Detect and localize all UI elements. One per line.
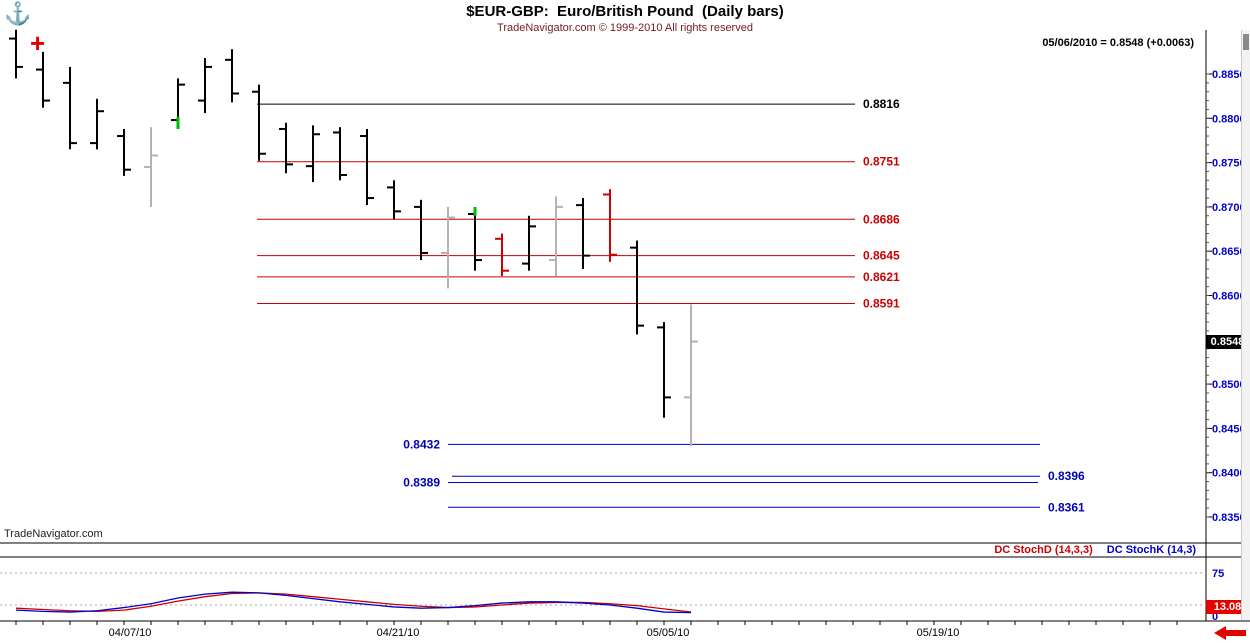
stoch-value-badge: 13.08 [1206, 600, 1249, 614]
sr-line-label: 0.8751 [863, 155, 900, 169]
indicator-legend: DC StochD (14,3,3) DC StochK (14,3) [994, 544, 1196, 556]
anchor-icon: ⚓ [4, 1, 32, 26]
sr-line-label: 0.8621 [863, 270, 900, 284]
stoch-axis-label: 0 [1212, 611, 1218, 623]
price-axis-label: 0.8600 [1212, 291, 1246, 303]
price-axis-label: 0.8800 [1212, 113, 1246, 125]
price-axis-label: 0.8700 [1212, 202, 1246, 214]
price-axis-label: 0.8350 [1212, 512, 1246, 524]
price-axis-label: 0.8400 [1212, 468, 1246, 480]
sr-line-label: 0.8432 [403, 437, 440, 451]
date-label: 04/07/10 [109, 627, 152, 639]
stoch-d-legend: DC StochD (14,3,3) [994, 544, 1093, 556]
price-axis-label: 0.8450 [1212, 423, 1246, 435]
price-axis-label: 0.8500 [1212, 379, 1246, 391]
scroll-left-arrow-icon[interactable] [1214, 626, 1248, 640]
date-label: 05/05/10 [647, 627, 690, 639]
arrow-head [1214, 626, 1226, 640]
stoch-k-line [15, 591, 692, 614]
sr-line-label: 0.8361 [1048, 500, 1085, 514]
last-quote-text: 05/06/2010 = 0.8548 (+0.0063) [1042, 37, 1194, 49]
price-axis-label: 0.8750 [1212, 158, 1246, 170]
sr-line-label: 0.8645 [863, 249, 900, 263]
price-axis-label: 0.8650 [1212, 246, 1246, 258]
vertical-scrollbar-thumb[interactable] [1243, 34, 1249, 50]
sr-line-label: 0.8389 [403, 475, 440, 489]
stoch-k-legend: DC StochK (14,3) [1106, 544, 1196, 556]
current-price-badge: 0.8548 [1206, 335, 1249, 349]
sr-line-label: 0.8396 [1048, 469, 1085, 483]
date-label: 05/19/10 [917, 627, 960, 639]
sr-line-label: 0.8816 [863, 97, 900, 111]
crosshair-marker-icon: + [30, 28, 46, 58]
arrow-tail [1226, 630, 1246, 636]
sr-line-label: 0.8686 [863, 212, 900, 226]
sr-line-label: 0.8591 [863, 296, 900, 310]
stoch-axis-label: 75 [1212, 568, 1224, 580]
price-axis-label: 0.8850 [1212, 69, 1246, 81]
vertical-scrollbar[interactable] [1241, 30, 1250, 620]
date-label: 04/21/10 [377, 627, 420, 639]
watermark-text: TradeNavigator.com [4, 528, 103, 540]
